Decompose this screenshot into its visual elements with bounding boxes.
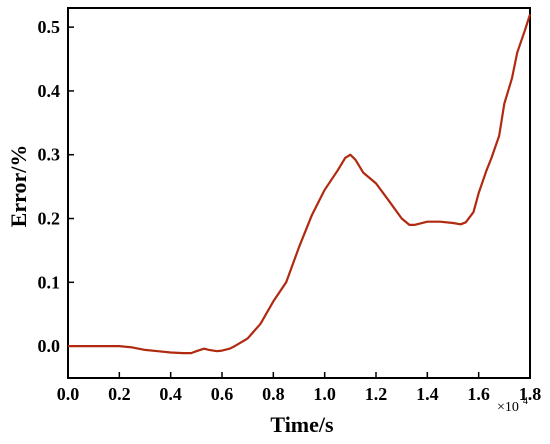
y-tick-label: 0.5 (38, 17, 61, 37)
x-axis-ticks: 0.0 0.2 0.4 0.6 0.8 1.0 1.2 1.4 1.6 1.8 (57, 372, 542, 404)
x-multiplier-base: ×10 (497, 400, 519, 415)
y-tick-label: 0.1 (38, 272, 61, 292)
y-tick-label: 0.2 (38, 209, 61, 229)
y-tick-label: 0.4 (38, 81, 61, 101)
y-tick-label: 0.0 (38, 336, 61, 356)
x-tick-label: 1.0 (313, 384, 336, 404)
series-line (68, 14, 532, 355)
x-axis-multiplier: ×10 4 (497, 396, 528, 415)
x-tick-label: 0.2 (108, 384, 131, 404)
x-tick-label: 1.4 (416, 384, 439, 404)
x-tick-label: 0.0 (57, 384, 80, 404)
x-axis-label: Time/s (270, 412, 334, 437)
x-tick-label: 0.4 (159, 384, 182, 404)
x-tick-label: 0.8 (262, 384, 285, 404)
x-multiplier-exponent: 4 (523, 396, 528, 407)
y-axis-label: Error/% (6, 145, 31, 228)
plot-frame (67, 7, 531, 379)
x-tick-label: 1.8 (519, 384, 542, 404)
x-tick-label: 1.2 (365, 384, 388, 404)
x-tick-label: 1.6 (467, 384, 490, 404)
y-tick-label: 0.3 (38, 145, 61, 165)
x-tick-label: 0.6 (211, 384, 234, 404)
